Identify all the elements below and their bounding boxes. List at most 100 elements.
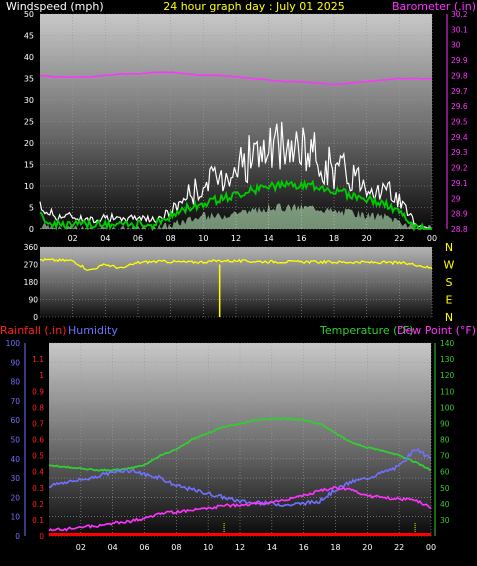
temperature-tick-label: 130: [440, 355, 455, 364]
humidity-tick-label: 30: [10, 474, 20, 483]
barometer-tick-label: 29.1: [451, 179, 468, 188]
barometer-tick-label: 30.2: [451, 10, 468, 19]
temp-x-tick-label: 16: [299, 543, 309, 552]
rainfall-tick-label: 0.6: [32, 436, 44, 445]
wind-x-tick-label: 08: [166, 234, 176, 243]
direction-tick-label: 180: [24, 278, 39, 287]
rainfall-tick-label: 1.1: [32, 355, 44, 364]
temp-x-tick-label: 04: [108, 543, 118, 552]
temperature-axis-label: Temperature (°F): [319, 324, 414, 337]
dewpoint-axis-label: Dew Point (°F): [397, 324, 476, 337]
rainfall-tick-label: 0: [39, 532, 44, 541]
temp-x-tick-label: 14: [267, 543, 277, 552]
temperature-tick-label: 90: [440, 419, 450, 428]
chart-title: 24 hour graph day : July 01 2025: [163, 0, 345, 13]
humidity-tick-label: 70: [10, 397, 20, 406]
temperature-tick-label: 70: [440, 452, 450, 461]
rainfall-tick-label: 0.3: [32, 484, 44, 493]
temp-x-tick-label: 08: [171, 543, 181, 552]
barometer-tick-label: 29.5: [451, 118, 468, 127]
barometer-tick-label: 30.1: [451, 25, 468, 34]
rainfall-tick-label: 0.1: [32, 516, 44, 525]
wind-series: [39, 71, 433, 232]
temp-x-tick-label: 10: [203, 543, 213, 552]
temp-x-tick-label: 02: [76, 543, 86, 552]
barometer-tick-label: 29.2: [451, 164, 468, 173]
direction-panel-grid: [40, 246, 433, 318]
barometer-tick-label: 28.8: [451, 225, 468, 234]
temperature-tick-label: 100: [440, 403, 455, 412]
humidity-tick-label: 40: [10, 455, 20, 464]
wind-x-tick-label: 20: [362, 234, 372, 243]
wind-x-ticks: 02 04 06 08 10 12 14 16 18 20 22 00: [68, 234, 438, 243]
wind-low-area: [40, 203, 432, 229]
barometer-tick-label: 29.7: [451, 87, 468, 96]
temp-x-tick-label: 18: [330, 543, 340, 552]
compass-tick-label: N: [445, 241, 453, 254]
rainfall-tick-label: 0.8: [32, 403, 44, 412]
temp-x-ticks: 02 04 06 08 10 12 14 16 18 20 22 00: [76, 543, 436, 552]
rainfall-tick-label: 0.2: [32, 500, 44, 509]
compass-tick-label: W: [444, 259, 455, 272]
direction-line: [39, 257, 433, 271]
humidity-tick-label: 0: [15, 532, 20, 541]
windspeed-tick-label: 30: [24, 96, 34, 105]
wind-x-tick-label: 06: [133, 234, 143, 243]
humidity-tick-label: 80: [10, 378, 20, 387]
humidity-tick-label: 100: [6, 339, 21, 348]
wind-x-tick-label: 16: [296, 234, 306, 243]
temperature-tick-label: 50: [440, 484, 450, 493]
windspeed-tick-label: 0: [29, 225, 34, 234]
temperature-tick-label: 140: [440, 339, 455, 348]
temp-x-tick-label: 20: [362, 543, 372, 552]
windspeed-tick-label: 10: [24, 182, 34, 191]
windspeed-ticks: 0 5 10 15 20 25 30 35 40 45 50: [24, 10, 34, 234]
barometer-tick-label: 28.9: [451, 210, 468, 219]
rainfall-axis-label: Rainfall (.in): [0, 324, 67, 337]
barometer-line: [39, 71, 433, 86]
direction-series: [39, 257, 433, 317]
humidity-axis-label: Humidity: [68, 324, 118, 337]
wind-x-tick-label: 14: [264, 234, 274, 243]
compass-tick-label: S: [446, 276, 453, 289]
windspeed-tick-label: 15: [24, 161, 34, 170]
temp-series: [48, 417, 432, 536]
windspeed-axis-label: Windspeed (mph): [6, 0, 104, 13]
temp-x-tick-label: 22: [394, 543, 404, 552]
direction-degree-ticks: 0 90 180 270 360: [24, 243, 39, 322]
windspeed-tick-label: 5: [29, 204, 34, 213]
rainfall-tick-label: 1: [39, 371, 44, 380]
windspeed-tick-label: 20: [24, 139, 34, 148]
temperature-tick-label: 40: [440, 500, 450, 509]
temperature-line: [49, 417, 432, 472]
rainfall-tick-label: 0.9: [32, 387, 44, 396]
barometer-tick-label: 30: [451, 41, 461, 50]
wind-x-tick-label: 04: [100, 234, 110, 243]
humidity-tick-label: 50: [10, 436, 20, 445]
wind-average-line: [39, 179, 432, 232]
barometer-tick-label: 29.8: [451, 71, 468, 80]
wind-x-tick-label: 18: [329, 234, 339, 243]
humidity-line: [49, 447, 431, 507]
temp-x-tick-label: 06: [139, 543, 149, 552]
humidity-tick-label: 90: [10, 358, 20, 367]
rainfall-ticks: 0 0.1 0.2 0.3 0.4 0.5 0.6 0.7 0.8 0.9 1 1.1: [32, 355, 44, 541]
humidity-tick-label: 20: [10, 493, 20, 502]
wind-x-tick-label: 02: [68, 234, 78, 243]
windspeed-tick-label: 25: [24, 118, 34, 127]
wind-x-tick-label: 00: [427, 234, 437, 243]
wind-gust-line: [39, 121, 433, 230]
barometer-axis-label: Barometer (.in): [392, 0, 476, 13]
temperature-tick-label: 60: [440, 468, 450, 477]
temperature-ticks: 30 40 50 60 70 80 90 100 110 120 130 140: [434, 339, 455, 536]
humidity-ticks: 0 10 20 30 40 50 60 70 80 90 100: [6, 339, 26, 541]
windspeed-tick-label: 50: [24, 10, 34, 19]
wind-x-tick-label: 22: [394, 234, 404, 243]
barometer-tick-label: 29.3: [451, 148, 468, 157]
rainfall-tick-label: 0.5: [32, 452, 44, 461]
rainfall-tick-label: 0.7: [32, 419, 44, 428]
temperature-tick-label: 110: [440, 387, 455, 396]
direction-tick-label: 270: [24, 261, 39, 270]
